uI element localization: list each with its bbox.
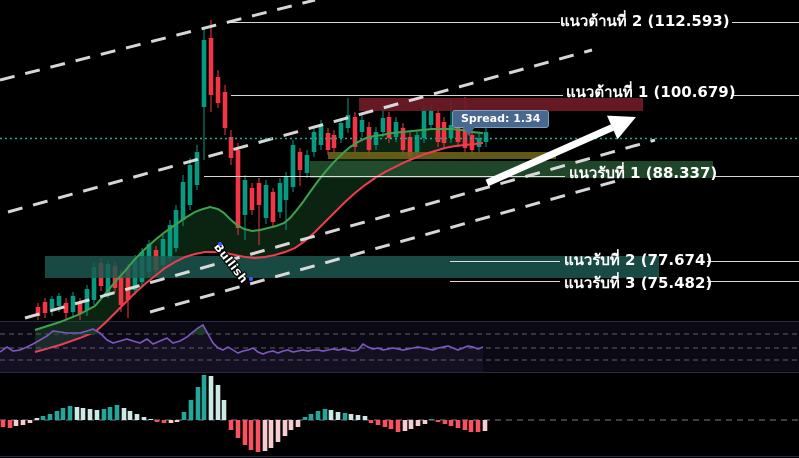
support-2-label[interactable]: แนวรับที่ 2 (77.674) (564, 251, 713, 269)
channel-dashed-lines[interactable] (0, 0, 656, 320)
macd-histogram-panel[interactable] (0, 375, 799, 452)
tooltip-pointer (463, 127, 475, 136)
spread-tooltip-text: Spread: 1.34 (461, 112, 541, 125)
resistance-2-label[interactable]: แนวต้านที่ 2 (112.593) (560, 12, 730, 30)
annotation-dot-start[interactable] (218, 242, 222, 246)
spread-tooltip: Spread: 1.34 (452, 110, 550, 136)
resistance-1-label[interactable]: แนวต้านที่ 1 (100.679) (566, 83, 736, 101)
rsi-indicator-panel[interactable] (0, 323, 799, 372)
panel-backgrounds (0, 321, 799, 457)
support-3-label[interactable]: แนวรับที่ 3 (75.482) (564, 274, 713, 292)
ema-lines (34, 128, 484, 353)
annotation-dot-end[interactable] (249, 277, 253, 281)
trend-arrow[interactable] (485, 115, 636, 187)
resistance-1-zone (359, 98, 643, 111)
support-1-label[interactable]: แนวรับที่ 1 (88.337) (569, 164, 718, 182)
mid-olive-zone (328, 152, 556, 159)
